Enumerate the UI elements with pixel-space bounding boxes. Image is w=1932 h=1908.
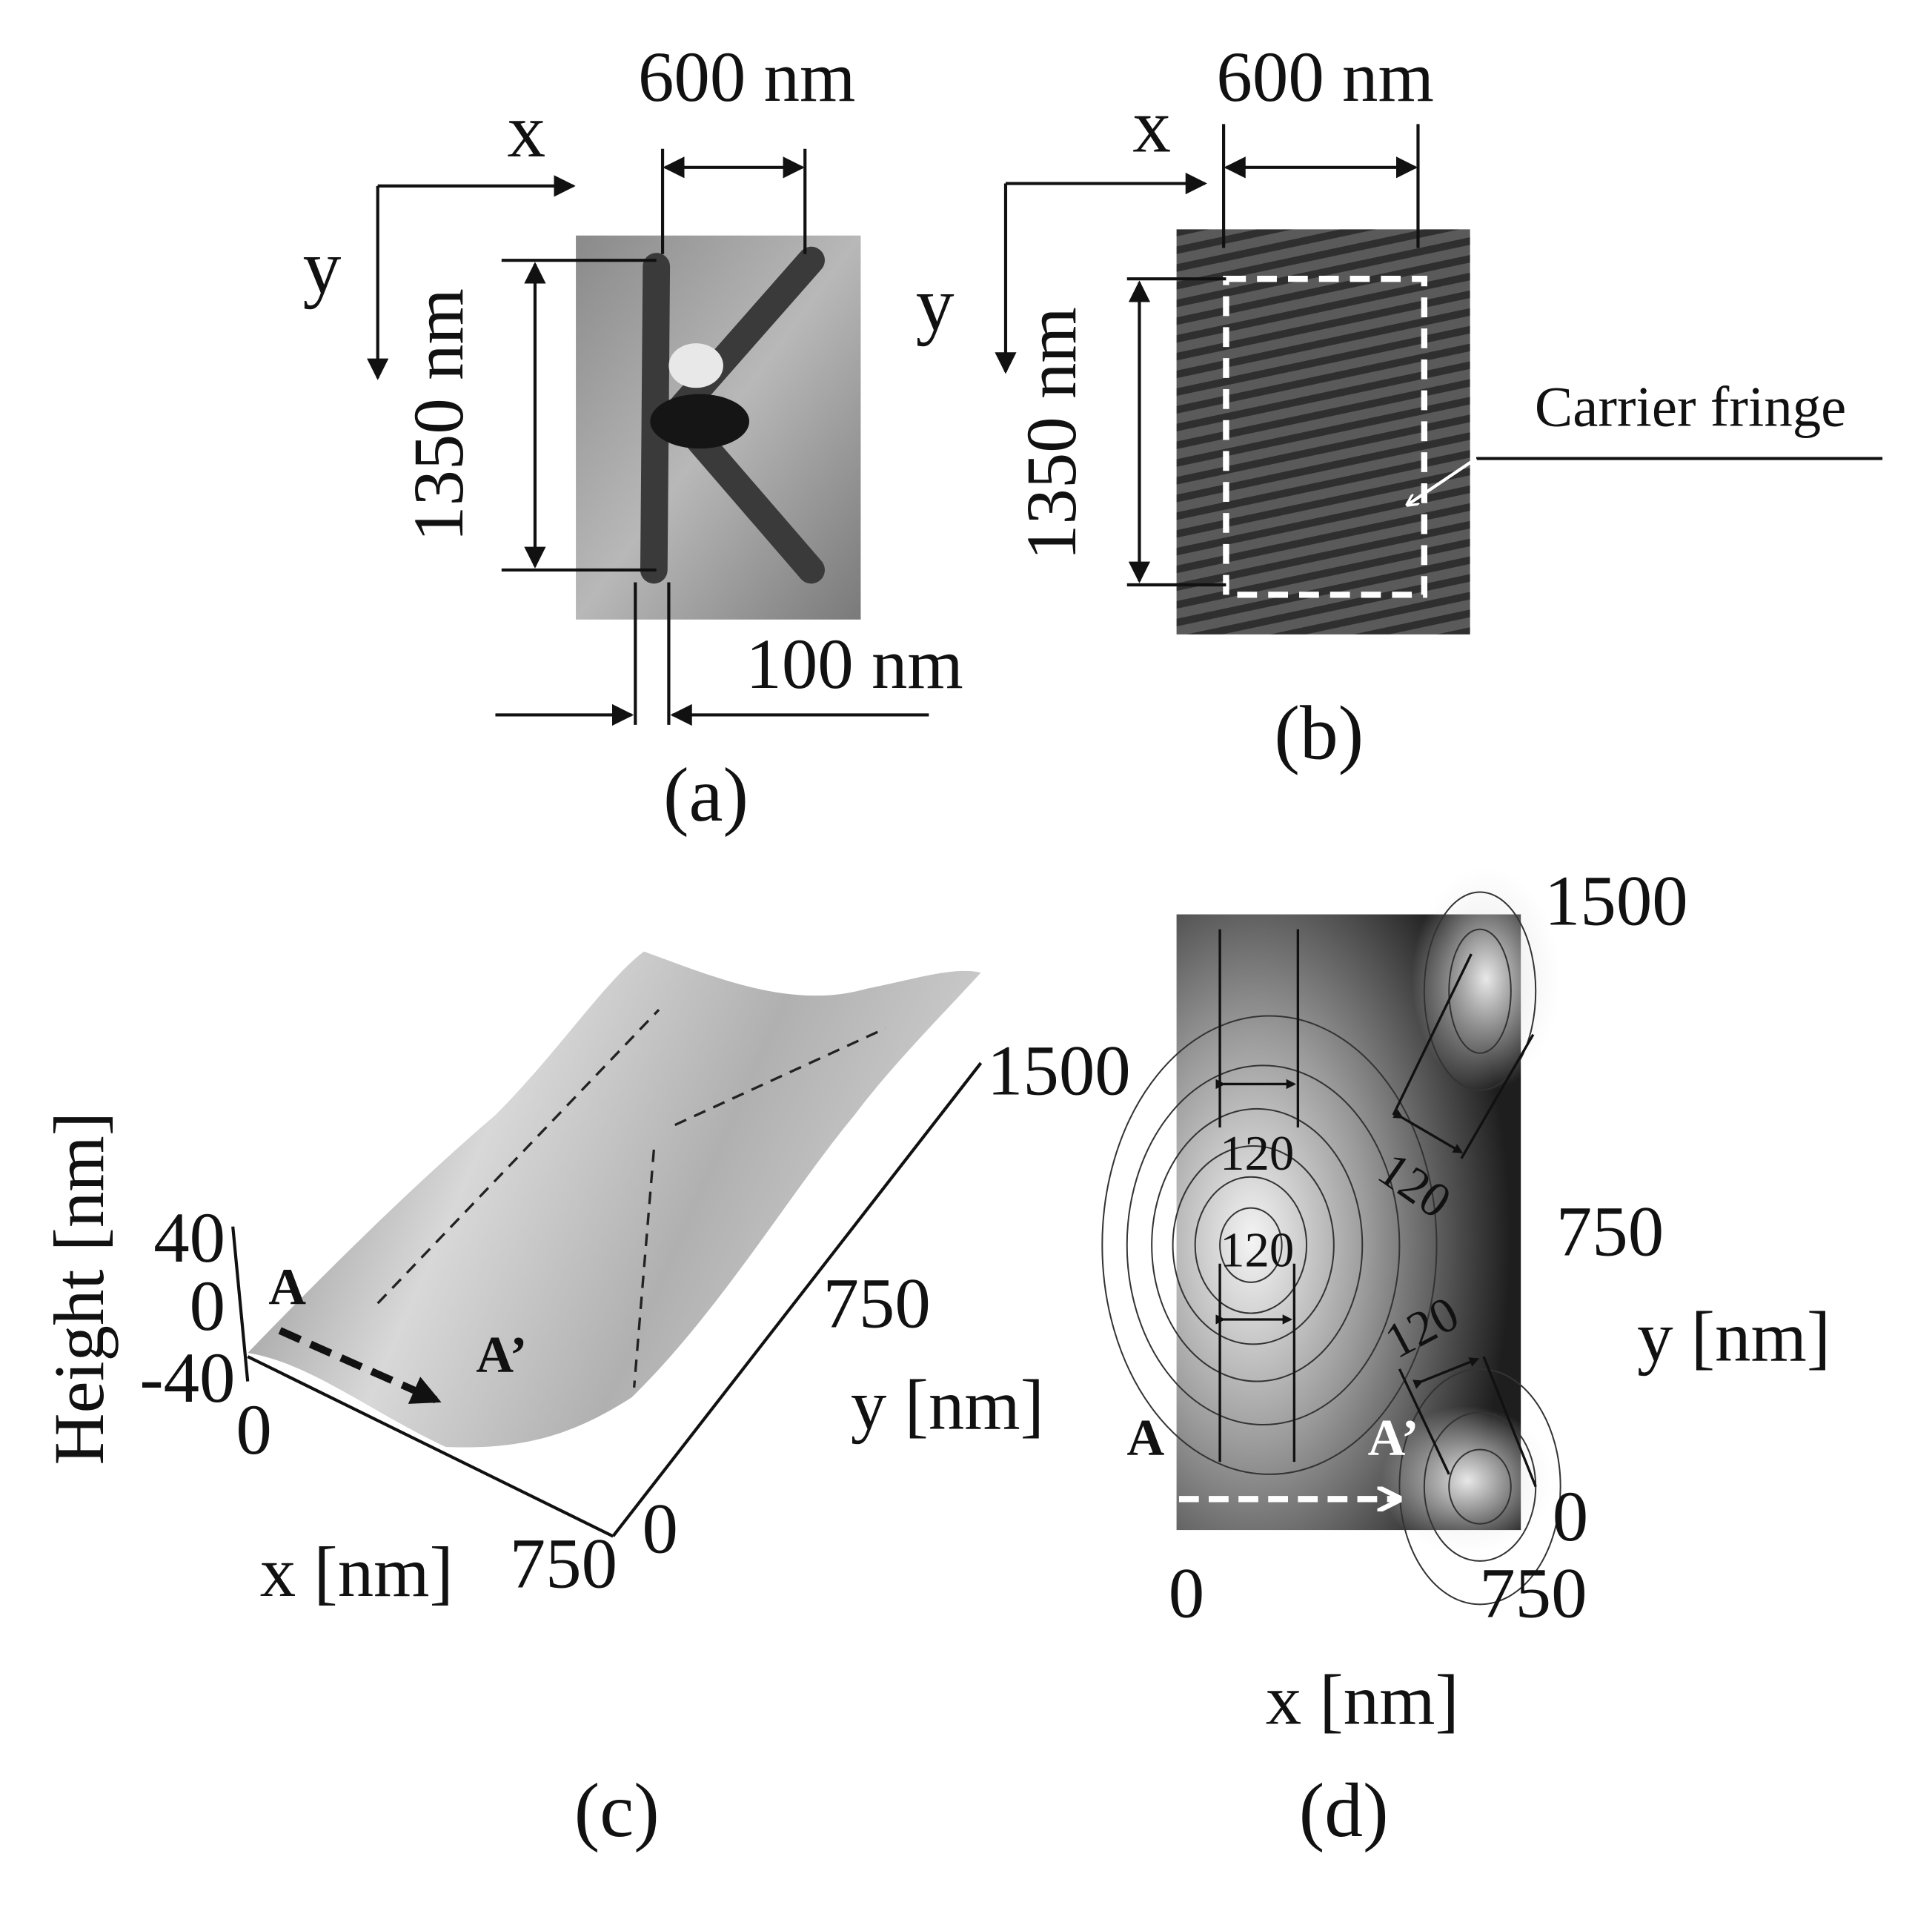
y-axis-title: y [nm] [851,1365,1044,1445]
z-tick-label: 0 [190,1266,225,1345]
z-tick-label: -40 [139,1338,235,1417]
panel-b: 600 nm x y 1350 nm Carrier fringe (b) [916,37,1883,775]
panel-d: 120 120 120 120 A A’ 0 750 x [nm] 0 750 … [1101,861,1830,1853]
width-label: 120 [1220,1222,1294,1277]
y-tick-label: 0 [642,1489,677,1569]
shape [1398,1368,1450,1475]
shape [650,394,750,449]
shape [1392,1109,1464,1153]
shape [1151,1107,1364,1382]
shape [1413,1357,1480,1389]
shape [231,1226,250,1382]
panel-label: (a) [663,753,748,838]
x-label: x [507,89,545,173]
y-tick-label: 750 [1556,1192,1664,1271]
shape [247,1355,614,1538]
y-label: y [916,262,955,347]
line-width-label: 100 nm [746,624,963,703]
shape [1460,1033,1535,1159]
panel-label: (d) [1299,1769,1389,1853]
panel-label: (b) [1274,691,1364,775]
section-start: A [1126,1409,1164,1467]
shape [278,1327,442,1404]
shape [1408,457,1478,505]
x-tick-label: 750 [510,1523,617,1603]
shape [376,1009,886,1388]
width-label: 600 nm [638,37,855,116]
shape [1448,928,1512,1054]
shape [1392,953,1473,1116]
shape [1412,867,1561,1090]
group [1101,891,1561,1606]
y-axis-title: y [nm] [1637,1297,1830,1377]
x-label: x [1132,84,1171,168]
width-label: 600 nm [1216,37,1433,116]
x-tick-label: 0 [236,1390,271,1469]
z-tick-label: 40 [153,1198,225,1277]
shape [1101,1015,1438,1475]
y-tick-label: 0 [1553,1477,1588,1556]
height-label: 1350 nm [399,288,478,542]
panel-c: Height [nm] 40 0 -40 0 750 x [nm] 0 750 … [39,951,1131,1853]
shape [1482,1356,1537,1488]
shape [1381,1405,1555,1555]
shape [1172,1145,1335,1345]
y-label: y [303,225,342,310]
group [1215,929,1537,1488]
y-tick-label: 1500 [987,1030,1131,1110]
shape [1423,891,1537,1091]
height-label: 1350 nm [1012,307,1091,560]
shape [611,1061,983,1537]
x-axis-title: x [nm] [1266,1660,1459,1739]
shape [248,951,981,1448]
shape [668,343,723,388]
section-end: A’ [476,1326,527,1384]
x-tick-label: 0 [1169,1554,1204,1633]
panel-label: (c) [574,1769,660,1853]
z-axis-title: Height [nm] [39,1112,119,1465]
y-tick-label: 750 [823,1264,930,1343]
shape [1219,1207,1283,1283]
y-tick-label: 1500 [1544,861,1688,940]
shape [1223,276,1428,598]
shape [1126,1064,1401,1426]
panel-a: 600 nm x y 1350 nm 100 nm (a) [303,37,963,838]
section-start: A [268,1258,306,1316]
shape [1194,1176,1308,1314]
section-end: A’ [1368,1409,1419,1467]
width-label: 120 [1220,1126,1294,1181]
annotation: Carrier fringe [1535,375,1846,438]
shape [1448,1448,1512,1525]
x-axis-title: x [nm] [260,1532,454,1611]
x-tick-label: 750 [1479,1554,1587,1633]
